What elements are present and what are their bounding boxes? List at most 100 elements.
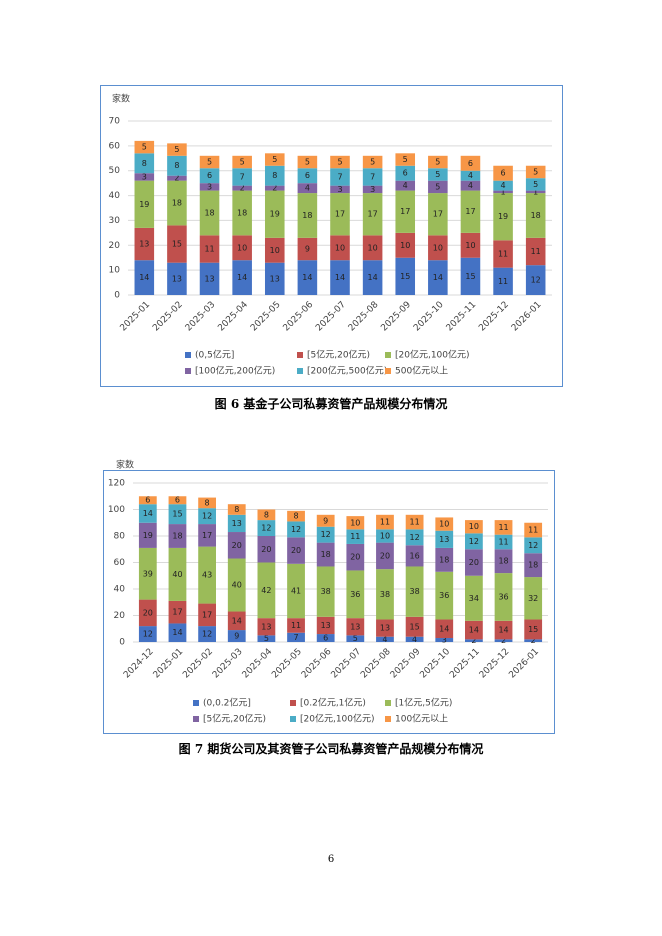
value-label: 5: [435, 170, 440, 179]
value-label: 6: [323, 634, 328, 643]
value-label: 13: [204, 274, 214, 283]
value-label: 17: [335, 210, 345, 219]
legend-label: 500亿元以上: [395, 365, 448, 377]
y-tick-label: 50: [109, 166, 121, 176]
value-label: 20: [469, 558, 479, 567]
value-label: 11: [531, 247, 541, 256]
bar-segment: [138, 599, 157, 627]
bar-segment: [199, 235, 220, 263]
bar-segment: [167, 143, 187, 156]
bar-segment: [167, 225, 187, 263]
bar-segment: [346, 516, 365, 530]
value-label: 11: [204, 245, 214, 254]
bar-segment: [493, 190, 513, 194]
bar-segment: [316, 566, 335, 617]
value-label: 2: [531, 636, 536, 645]
bar-segment: [168, 623, 187, 642]
value-label: 5: [533, 167, 538, 176]
value-label: 15: [410, 622, 420, 631]
value-label: 15: [400, 272, 410, 281]
value-label: 11: [498, 523, 508, 532]
y-tick-label: 120: [108, 479, 125, 489]
value-label: 18: [528, 561, 538, 570]
y-tick-label: 40: [109, 191, 121, 201]
value-label: 9: [234, 632, 239, 641]
bar-segment: [428, 168, 448, 181]
legend-label: (0,5亿元]: [195, 349, 234, 361]
bar-segment: [494, 639, 513, 642]
bar-segment: [346, 618, 365, 636]
value-label: 11: [498, 249, 508, 258]
value-label: 11: [498, 537, 508, 546]
x-tick-label: 2025-09: [379, 300, 413, 334]
value-label: 11: [528, 526, 538, 535]
bar-segment: [405, 566, 424, 617]
x-tick-label: 2025-08: [347, 300, 381, 334]
bar-segment: [428, 180, 448, 194]
bar-segment: [435, 638, 454, 642]
bar-segment: [376, 514, 394, 530]
value-label: 2: [272, 184, 277, 193]
legend-swatch: [385, 352, 391, 358]
bar-segment: [346, 635, 365, 642]
value-label: 12: [410, 533, 420, 542]
bar-segment: [297, 155, 318, 169]
bar-segment: [330, 260, 350, 295]
value-label: 11: [498, 277, 508, 286]
legend-label: (0,0.2亿元]: [203, 697, 251, 709]
bar-segment: [362, 193, 383, 236]
bar-segment: [405, 514, 424, 530]
legend-swatch: [297, 368, 303, 374]
bar-segment: [362, 235, 383, 261]
value-label: 34: [469, 594, 479, 603]
x-tick-label: 2025-05: [249, 300, 283, 334]
bar-segment: [167, 262, 187, 295]
value-label: 12: [202, 512, 212, 521]
value-label: 8: [272, 171, 277, 180]
x-tick-label: 2025-07: [314, 300, 348, 334]
bar-segment: [494, 534, 513, 550]
value-label: 11: [350, 532, 360, 541]
value-label: 36: [439, 591, 449, 600]
bar-segment: [316, 514, 335, 527]
x-tick-label: 2026-01: [510, 300, 544, 334]
bar-segment: [435, 517, 454, 531]
bar-segment: [316, 542, 335, 567]
bar-segment: [525, 190, 546, 194]
bar-segment: [227, 558, 246, 612]
value-label: 5: [435, 158, 440, 167]
value-label: 14: [469, 626, 479, 635]
bar-segment: [362, 260, 383, 295]
bar-segment: [494, 620, 513, 640]
bar-segment: [138, 504, 157, 523]
bar-segment: [376, 636, 394, 642]
bar-segment: [395, 232, 416, 258]
bar-segment: [405, 636, 424, 642]
bar-segment: [428, 155, 448, 169]
value-label: 8: [142, 159, 147, 168]
bar-segment: [134, 153, 155, 174]
value-label: 13: [139, 240, 149, 249]
bar-segment: [460, 232, 481, 258]
bar-segment: [330, 185, 350, 194]
bar-segment: [287, 632, 305, 642]
legend-swatch: [385, 368, 391, 374]
value-label: 5: [305, 158, 310, 167]
value-label: 12: [528, 541, 538, 550]
value-label: 15: [172, 240, 182, 249]
value-label: 18: [321, 550, 331, 559]
value-label: 38: [380, 590, 390, 599]
bar-segment: [494, 549, 513, 574]
bar-segment: [264, 262, 285, 295]
bar-segment: [525, 193, 546, 238]
bar-segment: [525, 165, 546, 179]
bar-segment: [465, 639, 483, 642]
x-tick-label: 2025-12: [478, 647, 512, 681]
bar-segment: [395, 190, 416, 233]
bar-segment: [199, 262, 220, 295]
bar-segment: [232, 155, 252, 169]
value-label: 5: [142, 143, 147, 152]
value-label: 38: [410, 587, 420, 596]
value-label: 40: [232, 581, 242, 590]
